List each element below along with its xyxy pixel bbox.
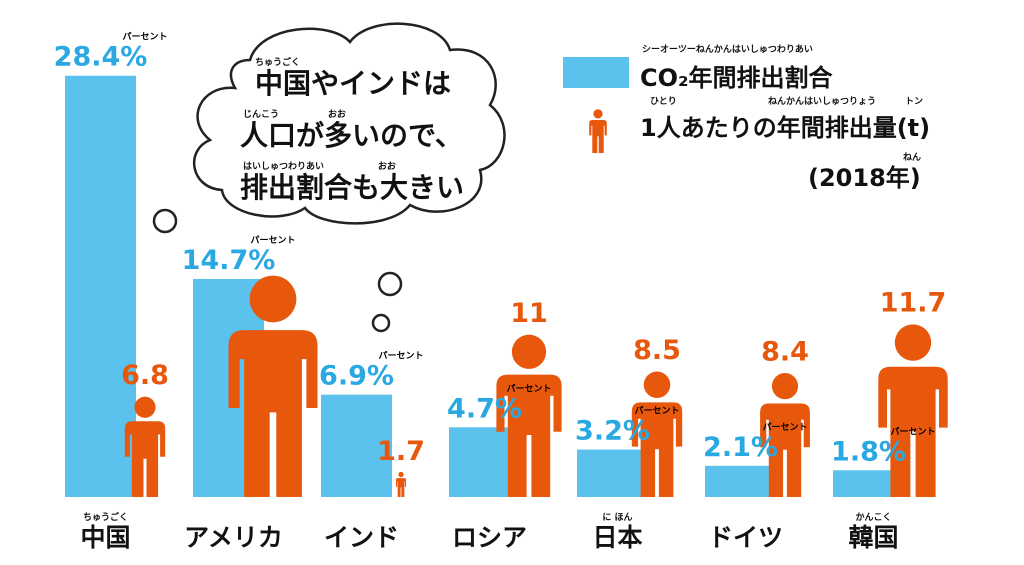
person-body — [228, 330, 318, 497]
person-head — [249, 275, 297, 323]
value-ruby: パーセント — [763, 421, 808, 433]
callout-ruby: おお — [378, 161, 396, 172]
category-label: 中国 — [80, 523, 130, 552]
value-label: 8.4 — [761, 336, 809, 367]
legend-icon — [589, 109, 607, 153]
category-label: ロシア — [452, 523, 527, 552]
value-ruby: パーセント — [635, 405, 680, 417]
person-body — [396, 478, 406, 497]
bar — [577, 449, 648, 497]
person-head — [593, 109, 603, 119]
callout-text: 中国やインドは — [255, 67, 451, 100]
value-label: 28.4% — [54, 42, 148, 73]
legend-ruby: ねんかんはいしゅつりょう — [768, 96, 876, 107]
person-icon — [760, 373, 810, 497]
category-label: インド — [324, 523, 399, 552]
person-icon — [228, 275, 318, 497]
person-icon — [124, 396, 166, 497]
category-ruby: に ほん — [602, 512, 632, 523]
category-label: アメリカ — [184, 523, 283, 552]
person-icon — [878, 324, 948, 497]
value-label: 11 — [510, 298, 548, 329]
bar — [65, 75, 136, 497]
person-body — [124, 421, 166, 497]
person-body — [589, 120, 607, 153]
category-label: 日本 — [592, 523, 642, 552]
thought-bubble — [152, 208, 178, 234]
legend-ruby: トン — [905, 96, 923, 107]
person-head — [771, 373, 799, 400]
person-body — [760, 403, 810, 497]
category-label: ドイツ — [708, 523, 783, 552]
value-label: 6.9% — [319, 361, 394, 392]
value-label: 11.7 — [880, 287, 947, 318]
callout-text: 排出割合も大きい — [240, 171, 464, 204]
person-head — [894, 324, 932, 361]
value-label: 1.7 — [377, 436, 425, 467]
legend-swatch — [563, 57, 629, 88]
person-body — [878, 366, 948, 497]
value-label: 2.1% — [703, 432, 778, 463]
person-head — [643, 371, 671, 399]
legend-label: 1人あたりの年間排出量(t) — [640, 114, 930, 142]
category-label: 韓国 — [848, 523, 898, 552]
thought-cloud — [192, 22, 506, 225]
callout-ruby: はいしゅつわりあい — [243, 161, 324, 172]
callout-ruby: じんこう — [243, 109, 279, 120]
note-ruby: ねん — [903, 152, 921, 163]
person-icon — [396, 471, 406, 497]
callout-ruby: ちゅうごく — [255, 56, 300, 68]
value-label: 1.8% — [831, 436, 906, 467]
person-head — [511, 334, 547, 369]
person-head — [134, 396, 156, 418]
note: (2018年) — [808, 164, 921, 192]
thought-bubble — [377, 271, 403, 297]
value-ruby: パーセント — [379, 350, 424, 362]
person-icon — [496, 334, 562, 497]
person-icon — [631, 371, 683, 497]
thought-bubble — [371, 313, 391, 333]
value-label: 4.7% — [447, 393, 522, 424]
value-ruby: パーセント — [251, 234, 296, 246]
legend-ruby: ひとり — [650, 96, 677, 107]
value-label: 14.7% — [182, 245, 276, 276]
person-body — [496, 374, 562, 497]
callout-text: 人口が多いので、 — [240, 119, 463, 152]
category-ruby: かんこく — [855, 512, 891, 523]
legend-label: CO₂年間排出割合 — [640, 64, 834, 92]
bar — [321, 394, 392, 497]
person-body — [631, 402, 683, 497]
callout-ruby: おお — [328, 109, 346, 120]
value-label: 3.2% — [575, 416, 650, 447]
value-label: 6.8 — [121, 360, 169, 391]
person-head — [398, 471, 404, 478]
bar — [705, 465, 776, 497]
value-label: 8.5 — [633, 335, 681, 366]
value-ruby: パーセント — [123, 31, 168, 43]
legend-ruby: シーオーツーねんかんはいしゅつわりあい — [642, 44, 813, 55]
value-ruby: パーセント — [507, 382, 552, 394]
category-ruby: ちゅうごく — [83, 511, 128, 523]
value-ruby: パーセント — [891, 425, 936, 437]
